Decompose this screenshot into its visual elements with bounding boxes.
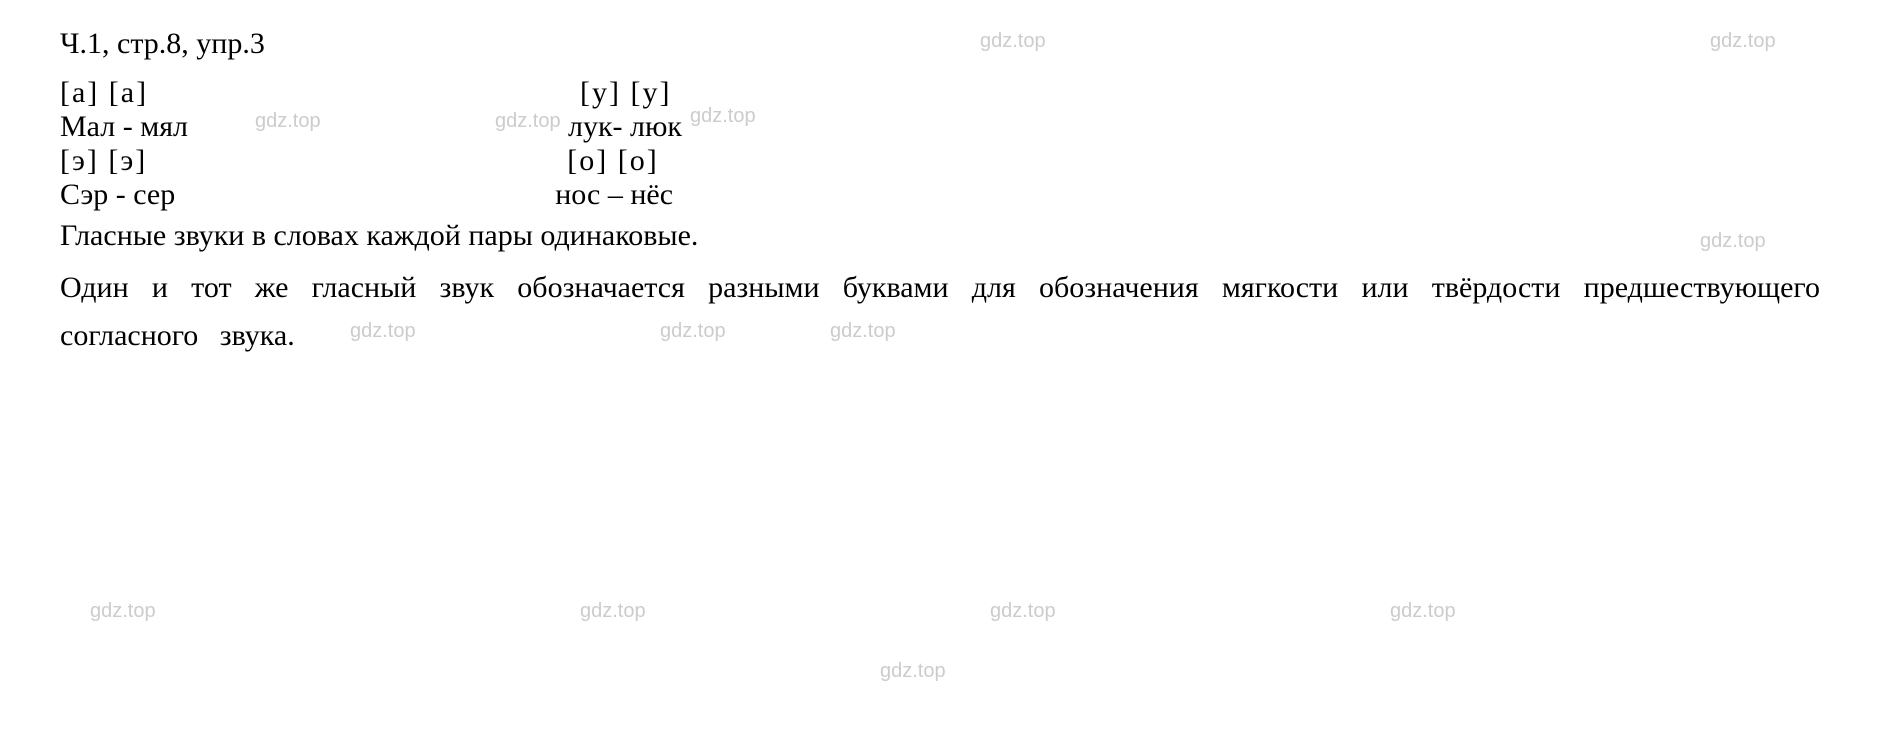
pair-row-2: [э] [э] Сэр - сер [о] [о] нос – нёс	[60, 144, 1827, 212]
words-3: Сэр - сер	[60, 178, 175, 212]
pair-col-right-1: [у] [у] лук- люк	[568, 76, 682, 144]
sounds-4: [о] [о]	[555, 144, 673, 178]
words-4: нос – нёс	[555, 178, 673, 212]
explanation-line-1: Гласные звуки в словах каждой пары одина…	[60, 212, 1827, 260]
watermark: gdz.top	[580, 600, 646, 623]
pair-row-1: [а] [а] Мал - мял [у] [у] лук- люк	[60, 76, 1827, 144]
pair-col-left-1: [а] [а] Мал - мял	[60, 76, 188, 144]
sounds-2: [у] [у]	[568, 76, 682, 110]
sounds-3: [э] [э]	[60, 144, 175, 178]
words-2: лук- люк	[568, 110, 682, 144]
explanation-line-2: Один и тот же гласный звук обозначается …	[60, 264, 1820, 360]
sounds-1: [а] [а]	[60, 76, 188, 110]
pair-col-right-2: [о] [о] нос – нёс	[555, 144, 673, 212]
exercise-header: Ч.1, стр.8, упр.3	[60, 20, 1827, 68]
watermark: gdz.top	[990, 600, 1056, 623]
pair-col-left-2: [э] [э] Сэр - сер	[60, 144, 175, 212]
watermark: gdz.top	[90, 600, 156, 623]
watermark: gdz.top	[1390, 600, 1456, 623]
watermark: gdz.top	[880, 660, 946, 683]
words-1: Мал - мял	[60, 110, 188, 144]
